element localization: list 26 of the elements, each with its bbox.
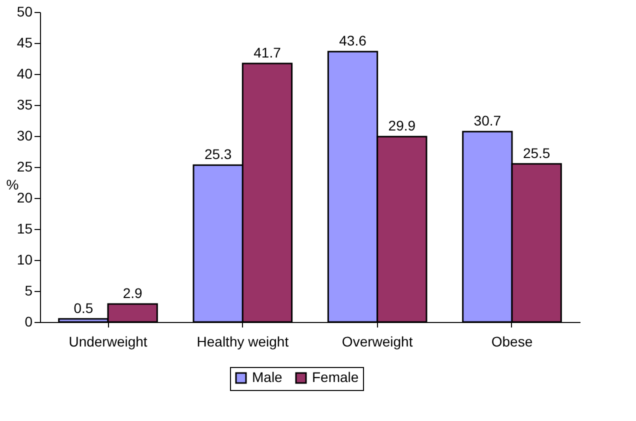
x-tick-label: Obese <box>491 334 533 350</box>
y-tick-label: 30 <box>16 128 33 144</box>
y-tick-label: 45 <box>16 34 33 50</box>
data-label: 2.9 <box>122 285 143 302</box>
x-tick-label: Underweight <box>68 334 148 350</box>
x-tick-label: Overweight <box>342 334 413 350</box>
y-tick-label: 10 <box>16 252 33 268</box>
data-label: 41.7 <box>254 44 282 60</box>
data-label: 29.9 <box>388 118 416 134</box>
data-label: 25.5 <box>522 144 550 161</box>
x-tick-label: Healthy weight <box>196 334 289 350</box>
data-label: 30.7 <box>474 112 502 129</box>
y-axis-title: % <box>6 176 19 192</box>
legend-label: Female <box>312 369 359 385</box>
y-tick-label: 5 <box>24 282 33 298</box>
y-tick-label: 0 <box>24 314 33 330</box>
data-label: 43.6 <box>339 32 367 49</box>
legend-label: Male <box>252 369 283 385</box>
data-label: 25.3 <box>204 146 232 162</box>
y-tick-label: 25 <box>16 158 33 174</box>
y-tick-label: 15 <box>16 220 33 236</box>
y-tick-label: 40 <box>16 66 33 82</box>
y-tick-label: 50 <box>16 4 33 20</box>
y-tick-label: 20 <box>16 190 33 206</box>
y-tick-label: 35 <box>16 96 33 112</box>
data-label: 0.5 <box>74 300 94 316</box>
